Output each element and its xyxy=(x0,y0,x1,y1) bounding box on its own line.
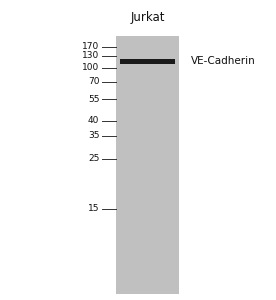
Text: VE-Cadherin: VE-Cadherin xyxy=(190,56,255,67)
Text: 130: 130 xyxy=(82,51,99,60)
Text: 25: 25 xyxy=(88,154,99,163)
Text: 15: 15 xyxy=(88,204,99,213)
Text: 100: 100 xyxy=(82,63,99,72)
Text: 35: 35 xyxy=(88,131,99,140)
Text: 40: 40 xyxy=(88,116,99,125)
Text: 170: 170 xyxy=(82,42,99,51)
Text: Jurkat: Jurkat xyxy=(130,11,165,24)
Text: 70: 70 xyxy=(88,77,99,86)
Bar xyxy=(120,59,175,64)
Bar xyxy=(116,36,179,294)
Text: 55: 55 xyxy=(88,94,99,103)
